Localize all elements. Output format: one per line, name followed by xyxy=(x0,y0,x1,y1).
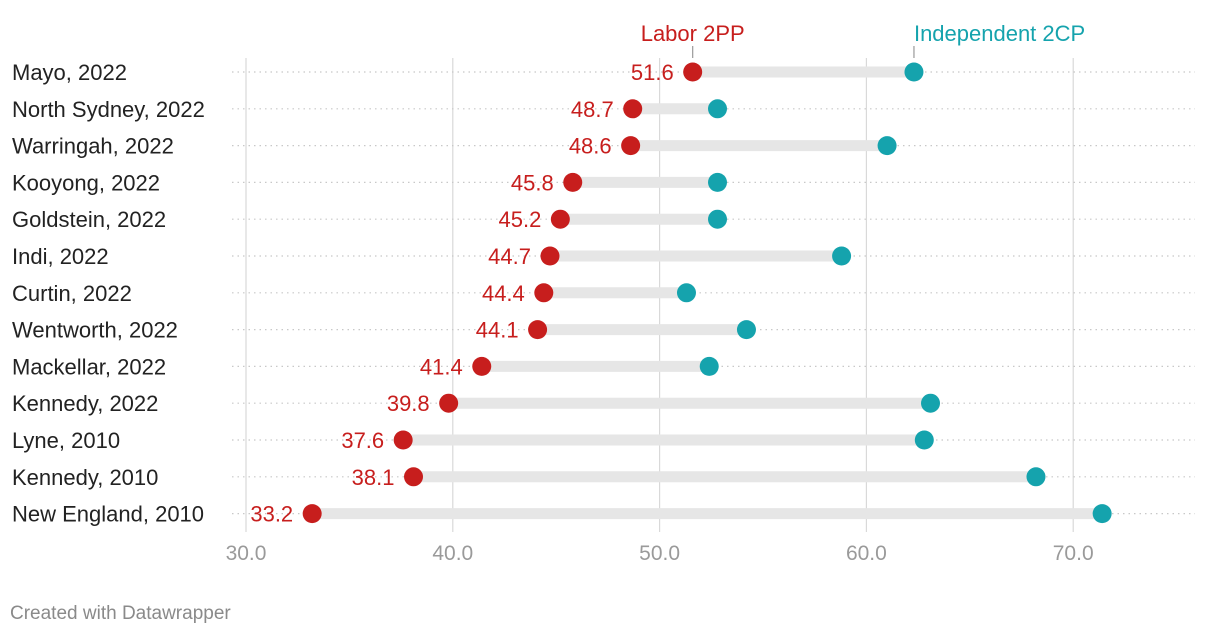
independent-dot xyxy=(699,356,719,376)
independent-dot xyxy=(708,99,728,119)
row-label: Indi, 2022 xyxy=(12,244,109,269)
row-label: Wentworth, 2022 xyxy=(12,318,178,343)
x-tick-label: 60.0 xyxy=(846,542,887,565)
labor-value-label: 38.1 xyxy=(352,465,395,490)
labor-dot xyxy=(534,283,554,303)
row-label: Mayo, 2022 xyxy=(12,60,127,85)
x-tick-label: 50.0 xyxy=(639,542,680,565)
independent-legend-label: Independent 2CP xyxy=(914,21,1085,46)
labor-dot xyxy=(404,467,424,487)
labor-dot xyxy=(302,504,322,524)
independent-dot xyxy=(1026,467,1046,487)
labor-value-label: 39.8 xyxy=(387,391,430,416)
row-label: North Sydney, 2022 xyxy=(12,97,205,122)
labor-value-label: 48.6 xyxy=(569,134,612,159)
row-label: Mackellar, 2022 xyxy=(12,354,166,379)
labor-value-label: 41.4 xyxy=(420,354,463,379)
row-label: Kennedy, 2010 xyxy=(12,465,158,490)
labor-value-label: 48.7 xyxy=(571,97,614,122)
independent-dot xyxy=(736,320,756,340)
labor-value-label: 45.8 xyxy=(511,170,554,195)
independent-dot xyxy=(914,430,934,450)
labor-dot xyxy=(393,430,413,450)
labor-dot xyxy=(528,320,548,340)
labor-value-label: 37.6 xyxy=(341,428,384,453)
labor-value-label: 51.6 xyxy=(631,60,674,85)
row-label: Goldstein, 2022 xyxy=(12,207,166,232)
dot-range-chart: 30.0 40.0 50.0 60.0 70.0 Mayo, 2022 51.6 North … xyxy=(12,21,1195,565)
labor-dot xyxy=(439,393,459,413)
labor-dot xyxy=(550,209,570,229)
labor-dot xyxy=(683,62,703,82)
independent-dot xyxy=(904,62,924,82)
row-label: New England, 2010 xyxy=(12,502,204,527)
independent-dot xyxy=(708,209,728,229)
row-label: Lyne, 2010 xyxy=(12,428,120,453)
labor-value-label: 33.2 xyxy=(250,502,293,527)
independent-dot xyxy=(921,393,941,413)
row-label: Kooyong, 2022 xyxy=(12,170,160,195)
independent-dot xyxy=(708,172,728,192)
x-tick-label: 30.0 xyxy=(226,542,267,565)
datawrapper-credit: Created with Datawrapper xyxy=(10,603,231,624)
labor-value-label: 44.4 xyxy=(482,281,525,306)
labor-dot xyxy=(621,136,641,156)
labor-value-label: 44.1 xyxy=(476,318,519,343)
row-label: Kennedy, 2022 xyxy=(12,391,158,416)
independent-dot xyxy=(832,246,852,266)
labor-dot xyxy=(623,99,643,119)
labor-dot xyxy=(563,172,583,192)
independent-dot xyxy=(1092,504,1112,524)
x-tick-label: 40.0 xyxy=(432,542,473,565)
labor-value-label: 44.7 xyxy=(488,244,531,269)
independent-dot xyxy=(676,283,696,303)
row-label: Curtin, 2022 xyxy=(12,281,132,306)
labor-value-label: 45.2 xyxy=(499,207,542,232)
row-label: Warringah, 2022 xyxy=(12,134,174,159)
independent-dot xyxy=(877,136,897,156)
labor-dot xyxy=(472,356,492,376)
x-tick-label: 70.0 xyxy=(1053,542,1094,565)
labor-dot xyxy=(540,246,560,266)
labor-legend-label: Labor 2PP xyxy=(641,21,745,46)
